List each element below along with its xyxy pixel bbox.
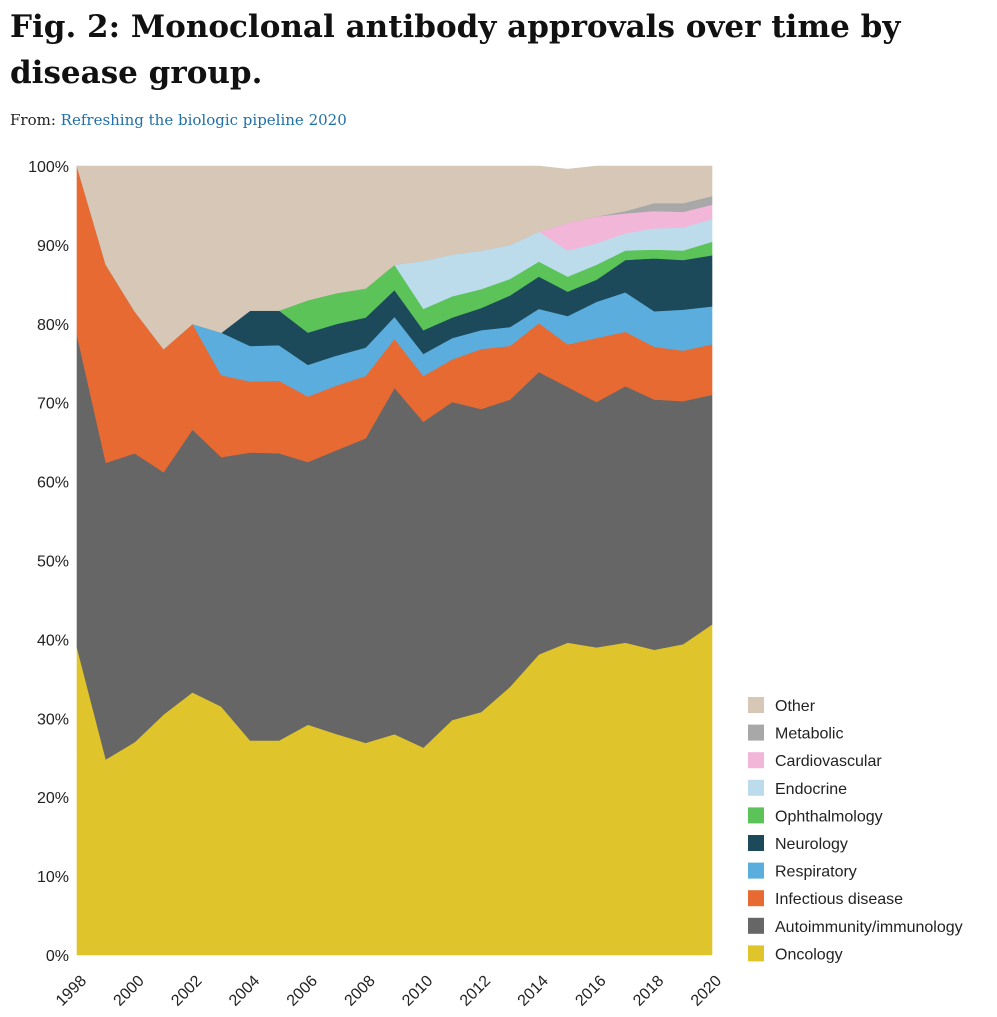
legend-swatch-endocrine (748, 779, 764, 796)
legend-label-other: Other (775, 698, 816, 715)
area-other (76, 165, 713, 350)
x-tick-label: 2018 (630, 972, 667, 1009)
legend-swatch-cardiovascular (748, 752, 764, 769)
x-tick-label: 2008 (342, 972, 379, 1009)
y-tick-label: 30% (37, 711, 69, 728)
x-axis: 1998 2000 2002 2004 2006 2008 2010 2012 2014 2016… (53, 972, 725, 1009)
source-line: From: Refreshing the biologic pipeline 2… (10, 111, 347, 129)
legend-swatch-metabolic (748, 724, 764, 741)
x-tick-label: 2006 (284, 972, 321, 1009)
figure-title: Fig. 2: Monoclonal antibody approvals ov… (10, 9, 901, 91)
legend-label-respiratory: Respiratory (775, 864, 857, 881)
from-label: From: (10, 111, 56, 129)
y-tick-label: 60% (37, 475, 69, 492)
x-tick-label: 2012 (457, 972, 494, 1009)
x-tick-label: 2014 (515, 972, 552, 1009)
legend-swatch-other (748, 697, 764, 713)
legend-label-autoimmunity-immunology: Autoimmunity/immunology (775, 919, 963, 936)
y-tick-label: 80% (37, 317, 69, 334)
legend-swatch-respiratory (748, 862, 764, 879)
y-tick-label: 40% (37, 632, 69, 649)
x-tick-label: 2000 (111, 972, 148, 1009)
legend-label-neurology: Neurology (775, 836, 848, 853)
legend-label-endocrine: Endocrine (775, 781, 847, 798)
legend-label-oncology: Oncology (775, 946, 843, 963)
legend-swatch-oncology (748, 945, 764, 962)
legend-swatch-neurology (748, 835, 764, 851)
legend-label-metabolic: Metabolic (775, 726, 843, 743)
legend: Other Metabolic Cardiovascular Endocrine Oph… (748, 697, 963, 963)
x-tick-label: 2010 (399, 972, 436, 1009)
x-tick-label: 2016 (572, 972, 609, 1009)
legend-label-ophthalmology: Ophthalmology (775, 808, 883, 825)
y-tick-label: 90% (37, 238, 69, 255)
y-tick-label: 50% (37, 554, 69, 571)
y-tick-label: 100% (28, 159, 69, 176)
x-tick-label: 2004 (226, 972, 263, 1009)
y-tick-label: 0% (46, 948, 69, 965)
y-tick-label: 20% (37, 790, 69, 807)
source-link[interactable]: Refreshing the biologic pipeline 2020 (60, 111, 347, 129)
x-tick-label: 2020 (688, 972, 725, 1009)
y-tick-label: 70% (37, 396, 69, 413)
x-tick-label: 1998 (53, 972, 90, 1009)
legend-swatch-autoimmunity-immunology (748, 917, 764, 934)
y-tick-label: 10% (37, 869, 69, 886)
legend-label-cardiovascular: Cardiovascular (775, 753, 882, 770)
y-axis: 0% 10% 20% 30% 40% 50% 60% 70% 80% 90% 100% (28, 159, 69, 965)
legend-swatch-infectious-disease (748, 890, 764, 907)
legend-swatch-ophthalmology (748, 807, 764, 824)
legend-label-infectious-disease: Infectious disease (775, 891, 903, 908)
x-tick-label: 2002 (168, 972, 205, 1009)
area-layer (76, 165, 713, 956)
